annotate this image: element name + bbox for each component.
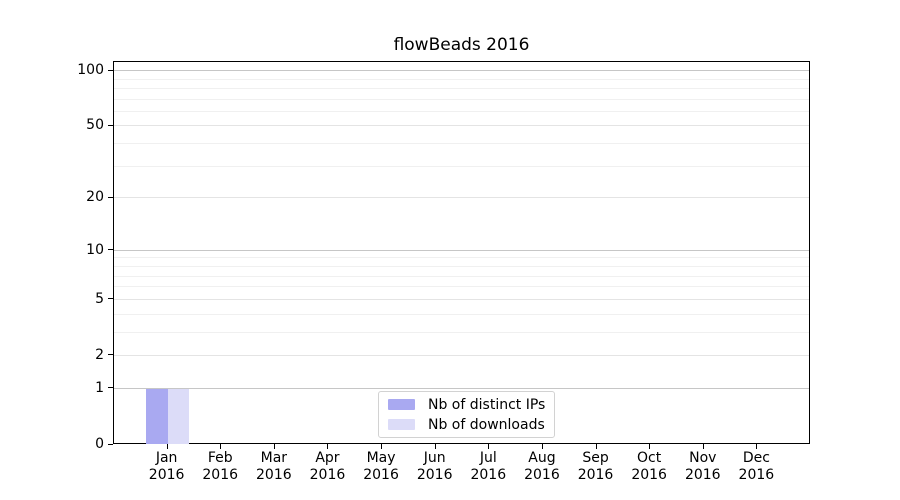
x-tick-mark bbox=[327, 444, 329, 449]
y-tick-mark bbox=[108, 354, 113, 356]
x-tick-year: 2016 bbox=[684, 467, 721, 483]
legend-swatch-distinct-ips bbox=[388, 399, 415, 410]
plot-area bbox=[113, 61, 810, 444]
y-tick-mark bbox=[108, 124, 113, 126]
legend-item-downloads: Nb of downloads bbox=[388, 416, 545, 433]
y-tick-label: 0 bbox=[95, 436, 104, 452]
legend-swatch-downloads bbox=[388, 419, 415, 430]
y-tick-mark bbox=[108, 249, 113, 251]
x-tick-mark bbox=[702, 444, 704, 449]
x-tick-year: 2016 bbox=[363, 467, 399, 483]
x-tick-year: 2016 bbox=[256, 467, 292, 483]
x-tick-month: Apr bbox=[315, 450, 340, 466]
y-tick-label: 100 bbox=[77, 62, 104, 79]
y-tick-label: 1 bbox=[95, 379, 104, 396]
gridline-minor bbox=[114, 331, 809, 333]
bar-nb-of-distinct-ips-jan bbox=[146, 388, 168, 444]
gridline-minor bbox=[114, 165, 809, 167]
x-tick-label: Jan 2016 bbox=[135, 450, 199, 484]
x-tick-mark bbox=[166, 444, 168, 449]
x-tick-label: Feb 2016 bbox=[188, 450, 252, 484]
x-tick-label: Jul 2016 bbox=[456, 450, 520, 484]
x-tick-year: 2016 bbox=[309, 467, 346, 483]
gridline-minor bbox=[114, 143, 809, 145]
gridline-major bbox=[114, 70, 809, 72]
x-tick-month: Sep bbox=[582, 450, 609, 466]
x-tick-label: Nov 2016 bbox=[671, 450, 735, 484]
x-tick-mark bbox=[649, 444, 651, 449]
legend: Nb of distinct IPs Nb of downloads bbox=[378, 391, 556, 438]
gridline-major bbox=[114, 249, 809, 251]
x-tick-mark bbox=[434, 444, 436, 449]
gridline-major bbox=[114, 387, 809, 389]
x-tick-year: 2016 bbox=[738, 467, 775, 483]
y-tick-mark bbox=[108, 443, 113, 445]
x-tick-label: Mar 2016 bbox=[242, 450, 306, 484]
gridline-minor bbox=[114, 257, 809, 259]
y-tick-label: 5 bbox=[95, 290, 104, 307]
y-tick-mark bbox=[108, 298, 113, 300]
x-tick-mark bbox=[381, 444, 383, 449]
x-tick-month: Nov bbox=[689, 450, 717, 466]
y-tick-mark bbox=[108, 387, 113, 389]
legend-label-distinct-ips: Nb of distinct IPs bbox=[428, 396, 546, 413]
x-tick-year: 2016 bbox=[631, 467, 667, 483]
y-tick-mark bbox=[108, 69, 113, 71]
gridline-minor bbox=[114, 313, 809, 315]
x-tick-month: Oct bbox=[637, 450, 662, 466]
x-tick-year: 2016 bbox=[524, 467, 560, 483]
gridline-minor bbox=[114, 110, 809, 112]
gridline-mid bbox=[114, 125, 809, 127]
y-tick-mark bbox=[108, 196, 113, 198]
gridline-minor bbox=[114, 275, 809, 277]
x-tick-month: Dec bbox=[742, 450, 770, 466]
y-tick-label: 10 bbox=[86, 241, 104, 258]
x-tick-mark bbox=[541, 444, 543, 449]
x-tick-month: Jan bbox=[155, 450, 178, 466]
x-tick-year: 2016 bbox=[577, 467, 614, 483]
x-tick-label: Oct 2016 bbox=[617, 450, 681, 484]
x-tick-label: Aug 2016 bbox=[510, 450, 574, 484]
chart-title: flowBeads 2016 bbox=[393, 35, 530, 55]
gridline-minor bbox=[114, 78, 809, 80]
x-tick-month: Jun bbox=[423, 450, 446, 466]
x-tick-month: Feb bbox=[207, 450, 233, 466]
bar-nb-of-downloads-jan bbox=[167, 388, 190, 444]
x-tick-mark bbox=[220, 444, 222, 449]
gridline-minor bbox=[114, 286, 809, 288]
gridline-mid bbox=[114, 298, 809, 300]
x-tick-month: Aug bbox=[528, 450, 556, 466]
gridline-mid bbox=[114, 197, 809, 199]
gridline-mid bbox=[114, 354, 809, 356]
x-tick-year: 2016 bbox=[416, 467, 453, 483]
x-tick-month: Mar bbox=[260, 450, 288, 466]
x-tick-mark bbox=[273, 444, 275, 449]
x-tick-label: Dec 2016 bbox=[724, 450, 788, 484]
y-tick-label: 2 bbox=[95, 346, 104, 363]
x-tick-year: 2016 bbox=[470, 467, 507, 483]
x-tick-label: May 2016 bbox=[349, 450, 413, 484]
x-tick-label: Sep 2016 bbox=[564, 450, 628, 484]
x-tick-year: 2016 bbox=[148, 467, 185, 483]
x-tick-month: May bbox=[366, 450, 396, 466]
gridline-minor bbox=[114, 265, 809, 267]
x-tick-mark bbox=[595, 444, 597, 449]
y-tick-label: 20 bbox=[86, 189, 104, 206]
y-tick-label: 50 bbox=[86, 117, 104, 134]
x-tick-label: Apr 2016 bbox=[295, 450, 359, 484]
gridline-minor bbox=[114, 87, 809, 89]
legend-label-downloads: Nb of downloads bbox=[428, 416, 545, 433]
x-tick-month: Jul bbox=[479, 450, 497, 466]
x-tick-mark bbox=[756, 444, 758, 449]
legend-item-distinct-ips: Nb of distinct IPs bbox=[388, 396, 545, 413]
x-tick-year: 2016 bbox=[202, 467, 239, 483]
gridline-minor bbox=[114, 98, 809, 100]
x-tick-label: Jun 2016 bbox=[403, 450, 467, 484]
x-tick-mark bbox=[488, 444, 490, 449]
